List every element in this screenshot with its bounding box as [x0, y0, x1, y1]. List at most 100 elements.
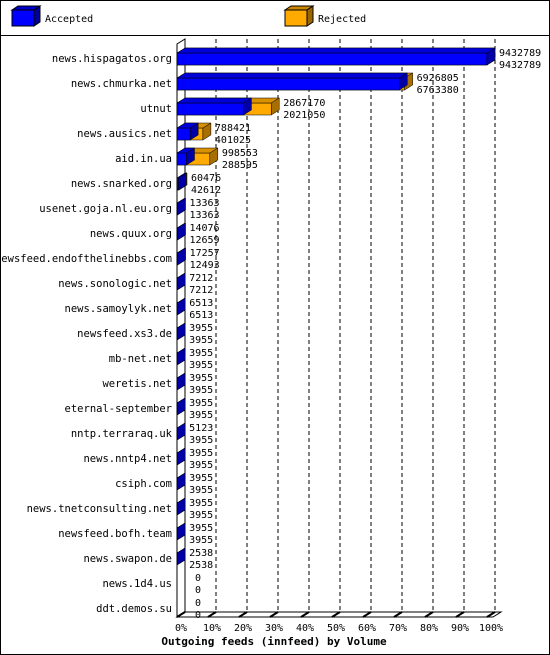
- bar: [176, 77, 400, 91]
- y-tick-label: newsfeed.bofh.team: [58, 528, 172, 540]
- y-tick-label: news.ausics.net: [77, 128, 172, 140]
- y-tick-label: weretis.net: [102, 378, 172, 390]
- value-label: 7212: [189, 273, 213, 284]
- y-tick-label: news.quux.org: [90, 228, 172, 240]
- value-label: 0: [195, 573, 201, 584]
- value-label: 5123: [189, 423, 213, 434]
- y-tick-label: news.swapon.de: [83, 553, 172, 565]
- y-tick-label: news.samoylyk.net: [65, 303, 172, 315]
- y-tick-label: nntp.terraraq.uk: [71, 428, 173, 440]
- y-tick-label: csiph.com: [115, 478, 172, 490]
- bar-side: [177, 222, 186, 241]
- x-tick-label: 90%: [451, 623, 469, 634]
- y-tick-label: news.snarked.org: [71, 178, 172, 190]
- y-tick-label: newsfeed.xs3.de: [77, 328, 172, 340]
- x-tick: [207, 611, 217, 618]
- x-tick: [486, 611, 496, 618]
- legend-label: Rejected: [318, 14, 366, 25]
- bar-side: [176, 347, 186, 366]
- bar-side: [176, 472, 186, 491]
- value-label: 3955: [189, 448, 213, 459]
- value-label: 2538: [189, 548, 213, 559]
- bar-side: [177, 197, 186, 216]
- value-label: 3955: [189, 348, 213, 359]
- bar-side: [399, 72, 408, 91]
- value-label: 3955: [189, 398, 213, 409]
- y-tick-label: aid.in.ua: [115, 153, 172, 165]
- value-label: 7212: [189, 285, 213, 296]
- value-label: 42612: [191, 185, 221, 196]
- legend-swatch-side: [306, 5, 314, 27]
- legend-label: Accepted: [45, 14, 93, 25]
- bar: [176, 52, 488, 66]
- value-label: 9432789: [499, 60, 541, 71]
- bar-top: [176, 72, 409, 79]
- x-tick-label: 10%: [203, 623, 221, 634]
- x-tick-label: 30%: [265, 623, 283, 634]
- value-label: 0: [195, 585, 201, 596]
- value-label: 2538: [189, 560, 213, 571]
- value-label: 3955: [189, 498, 213, 509]
- y-tick-label: news.1d4.us: [102, 578, 172, 590]
- bar-side: [186, 147, 195, 166]
- x-tick: [424, 611, 434, 618]
- value-label: 3955: [189, 360, 213, 371]
- bar-side: [176, 397, 186, 416]
- bar-side: [176, 272, 186, 291]
- x-tick-label: 70%: [389, 623, 407, 634]
- value-label: 3955: [189, 410, 213, 421]
- x-tick: [362, 611, 372, 618]
- value-label: 12493: [190, 260, 220, 271]
- bar-side: [270, 97, 280, 116]
- value-label: 998553: [222, 148, 258, 159]
- value-label: 2867170: [283, 98, 325, 109]
- y-tick-label: newsfeed.endofthelinebbs.com: [0, 253, 172, 265]
- x-tick-label: 80%: [420, 623, 438, 634]
- bar-side: [209, 147, 219, 166]
- legend-swatch-side: [33, 5, 41, 27]
- value-label: 3955: [189, 523, 213, 534]
- bar-side: [176, 547, 186, 566]
- y-tick-label: news.hispagatos.org: [52, 53, 172, 65]
- value-label: 6513: [189, 310, 213, 321]
- x-tick: [269, 611, 279, 618]
- x-tick: [455, 611, 465, 618]
- bar: [176, 127, 191, 141]
- y-tick-label: ddt.demos.su: [96, 603, 172, 615]
- bar-top: [176, 47, 496, 54]
- value-label: 6763380: [417, 85, 459, 96]
- bar-side: [177, 247, 186, 266]
- x-tick-label: 20%: [234, 623, 252, 634]
- bar-side: [486, 47, 496, 66]
- x-tick: [238, 611, 248, 618]
- legend-swatch: [284, 9, 308, 27]
- bar-side: [176, 422, 186, 441]
- chart-title: Outgoing feeds (innfeed) by Volume: [161, 635, 387, 648]
- bar-side: [176, 372, 186, 391]
- value-label: 3955: [189, 485, 213, 496]
- x-tick-label: 50%: [327, 623, 345, 634]
- bar-side: [202, 122, 212, 141]
- bar: [176, 102, 244, 116]
- bar-side: [176, 322, 186, 341]
- value-label: 3955: [189, 385, 213, 396]
- value-label: 3955: [189, 535, 213, 546]
- value-label: 0: [195, 610, 201, 621]
- y-tick-label: usenet.goja.nl.eu.org: [39, 203, 172, 215]
- value-label: 12659: [189, 235, 219, 246]
- value-label: 3955: [189, 335, 213, 346]
- bar-side: [178, 172, 187, 191]
- x-tick-label: 0%: [175, 623, 187, 634]
- y-tick-label: eternal-september: [65, 403, 172, 415]
- value-label: 288595: [222, 160, 258, 171]
- value-label: 60476: [191, 173, 221, 184]
- legend-swatch: [11, 9, 35, 27]
- value-label: 3955: [189, 435, 213, 446]
- y-tick-label: mb-net.net: [109, 353, 172, 365]
- x-tick-label: 100%: [479, 623, 503, 634]
- value-label: 3955: [189, 373, 213, 384]
- y-tick-label: news.sonologic.net: [58, 278, 172, 290]
- y-tick-label: news.nntp4.net: [83, 453, 172, 465]
- value-label: 13363: [189, 210, 219, 221]
- x-tick: [393, 611, 403, 618]
